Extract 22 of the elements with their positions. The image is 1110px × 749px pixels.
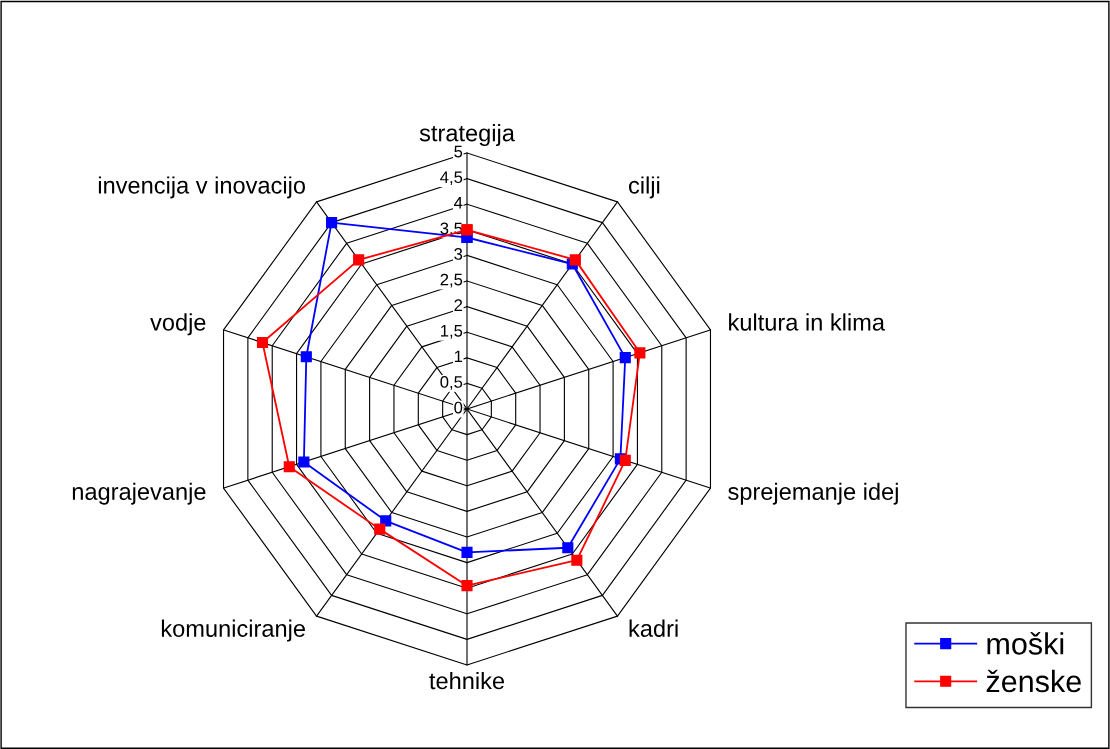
spoke-label: nagrajevanje (72, 482, 206, 505)
spoke-label: tehnike (429, 671, 505, 690)
y-tick-label: 0,5 (440, 376, 463, 390)
spoke-label: sprejemanje idej (728, 482, 898, 505)
y-tick-label: 5 (454, 145, 463, 158)
y-tick-label: 0 (454, 401, 463, 414)
spoke-label: invencija v inovacijo (98, 176, 306, 199)
spoke-label: vodje (150, 313, 206, 336)
spoke-label: strategija (419, 124, 515, 147)
legend-label: ženske (986, 669, 1081, 693)
y-tick-label: 4 (454, 197, 463, 209)
y-tick-label: 3 (454, 248, 463, 260)
spoke-label: kultura in klima (729, 313, 885, 331)
y-tick-label: 2 (454, 299, 463, 311)
spoke-label: komuniciranje (161, 619, 305, 642)
legend-label: moški (987, 632, 1064, 655)
spoke-label: cilji (629, 176, 660, 199)
y-tick-label: 4,5 (440, 171, 463, 186)
y-tick-label: 2,5 (440, 273, 463, 288)
spoke-label: kadri (629, 619, 678, 637)
y-tick-label: 1,5 (441, 325, 463, 339)
y-tick-label: 1 (454, 350, 463, 363)
